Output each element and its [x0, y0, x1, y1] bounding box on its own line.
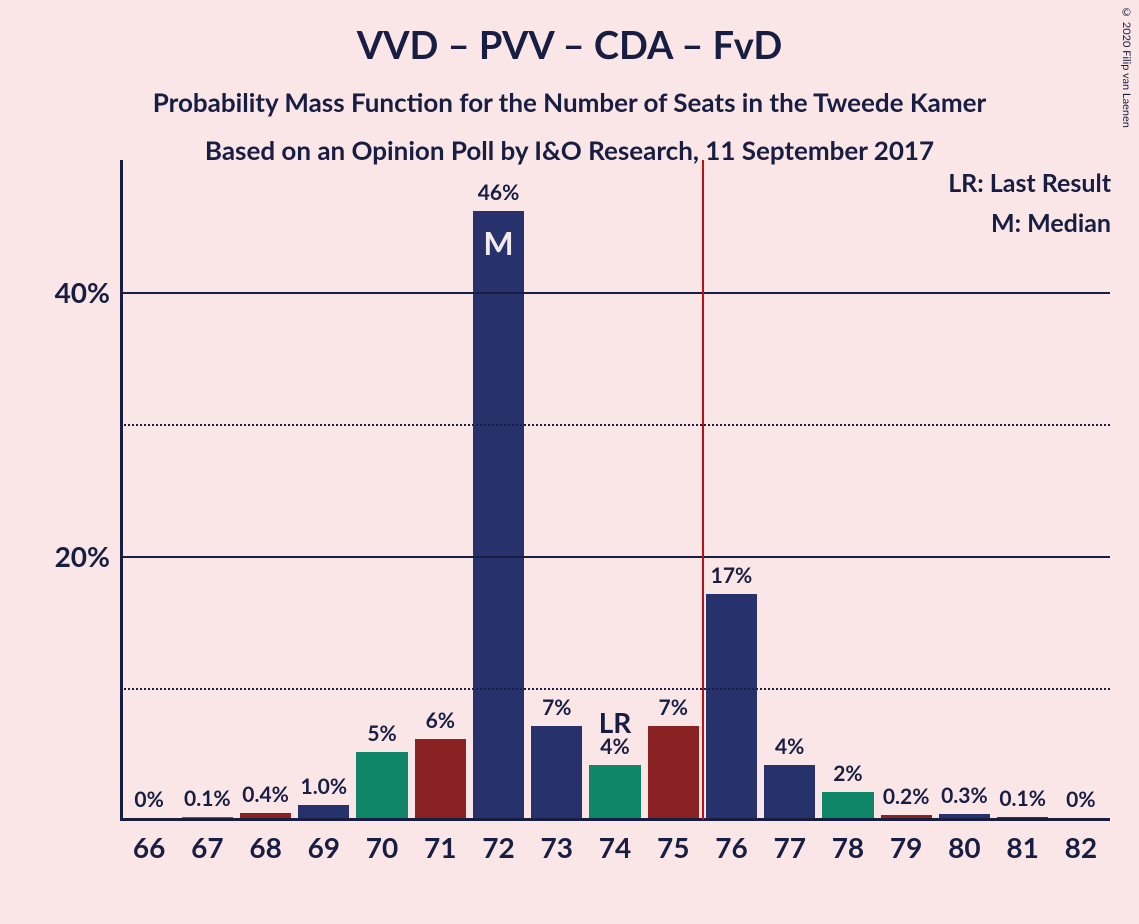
bar: 6%	[415, 739, 466, 818]
bar: 2%	[822, 792, 873, 818]
ytick-label: 20%	[40, 539, 110, 573]
xtick-label: 80	[948, 830, 980, 864]
xtick-label: 69	[308, 830, 340, 864]
grid-minor	[120, 688, 1110, 690]
bar: 4%	[764, 765, 815, 818]
bar-value-label: 1.0%	[298, 774, 349, 799]
bar-value-label: 2%	[822, 761, 873, 786]
bar: 0.2%	[881, 815, 932, 818]
grid-major	[120, 292, 1110, 294]
xtick-label: 79	[890, 830, 922, 864]
bar: 0.3%	[939, 814, 990, 818]
bar-value-label: 0.1%	[182, 786, 233, 811]
bar-value-label: 0%	[1055, 787, 1106, 812]
copyright-label: © 2020 Filip van Laenen	[1120, 6, 1133, 128]
bar-value-label: 0.2%	[881, 784, 932, 809]
bar-value-label: 46%	[473, 180, 524, 205]
xtick-label: 75	[657, 830, 689, 864]
xtick-label: 71	[424, 830, 456, 864]
bar: 4%	[589, 765, 640, 818]
grid-minor	[120, 424, 1110, 426]
xtick-label: 78	[832, 830, 864, 864]
bar-value-label: 0.1%	[997, 786, 1048, 811]
chart-subtitle: Probability Mass Function for the Number…	[0, 86, 1139, 118]
bar-value-label: 4%	[764, 734, 815, 759]
ytick-label: 40%	[40, 275, 110, 309]
bar: 1.0%	[298, 805, 349, 818]
xtick-label: 74	[599, 830, 631, 864]
bar: 7%	[648, 726, 699, 818]
bar: 5%	[356, 752, 407, 818]
bar-value-label: 0%	[123, 787, 174, 812]
bar: 0.1%	[997, 817, 1048, 818]
xtick-label: 66	[133, 830, 165, 864]
bar-value-label: 7%	[531, 695, 582, 720]
bar-value-label: 17%	[706, 563, 757, 588]
xtick-label: 77	[773, 830, 805, 864]
bar-value-label: 0.4%	[240, 782, 291, 807]
bar-value-label: 5%	[356, 721, 407, 746]
xtick-label: 81	[1006, 830, 1038, 864]
bar: 0.1%	[182, 817, 233, 818]
bar: 17%	[706, 594, 757, 818]
median-marker: M	[473, 223, 524, 262]
bar-value-label: 6%	[415, 708, 466, 733]
chart-title: VVD – PVV – CDA – FvD	[0, 0, 1139, 68]
lr-line	[702, 160, 704, 820]
lr-label: LR	[599, 705, 632, 739]
bar: 0.4%	[240, 813, 291, 818]
bar-value-label: 7%	[648, 695, 699, 720]
xtick-label: 70	[366, 830, 398, 864]
bar-value-label: 0.3%	[939, 783, 990, 808]
xtick-label: 72	[482, 830, 514, 864]
xtick-label: 68	[249, 830, 281, 864]
chart-area: 0%0.1%0.4%1.0%5%6%46%M7%4%7%17%4%2%0.2%0…	[40, 160, 1118, 860]
grid-major	[120, 556, 1110, 558]
xtick-label: 82	[1065, 830, 1097, 864]
bar: 7%	[531, 726, 582, 818]
xtick-label: 76	[715, 830, 747, 864]
bar: 46%M	[473, 211, 524, 818]
xtick-label: 73	[541, 830, 573, 864]
xtick-label: 67	[191, 830, 223, 864]
